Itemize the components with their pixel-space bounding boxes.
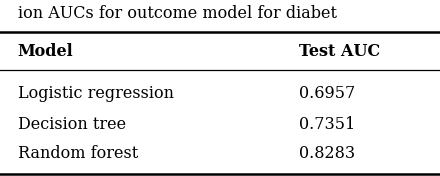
Text: Model: Model — [18, 43, 73, 59]
Text: 0.6957: 0.6957 — [299, 85, 356, 102]
Text: Logistic regression: Logistic regression — [18, 85, 174, 102]
Text: Decision tree: Decision tree — [18, 116, 126, 133]
Text: ion AUCs for outcome model for diabet: ion AUCs for outcome model for diabet — [18, 5, 337, 22]
Text: Test AUC: Test AUC — [299, 43, 381, 59]
Text: 0.8283: 0.8283 — [299, 146, 356, 162]
Text: 0.7351: 0.7351 — [299, 116, 356, 133]
Text: Random forest: Random forest — [18, 146, 138, 162]
